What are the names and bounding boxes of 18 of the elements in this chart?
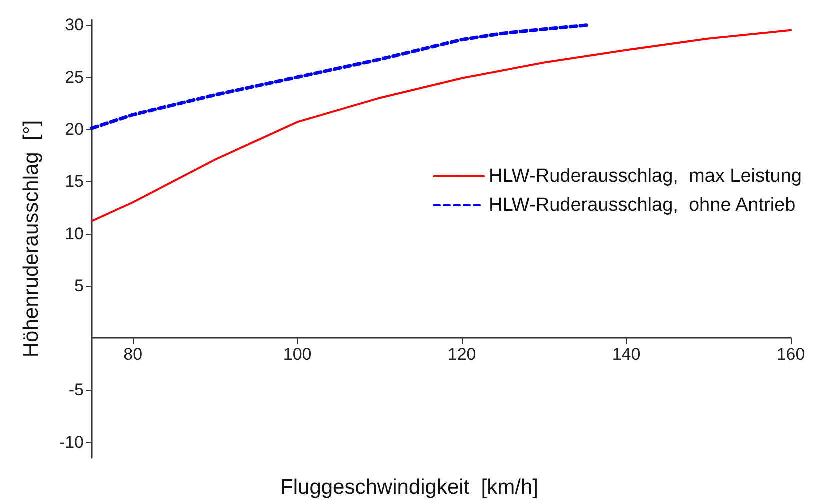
- x-tick-label: 100: [283, 345, 312, 364]
- line-series: [90, 23, 590, 130]
- legend-label: HLW-Ruderausschlag, ohne Antrieb: [489, 195, 796, 216]
- y-tick-label: 25: [65, 68, 84, 87]
- y-tick-label: 15: [65, 172, 84, 192]
- y-tick-label: -5: [68, 380, 84, 400]
- legend-label: HLW-Ruderausschlag, max Leistung: [489, 166, 802, 187]
- y-tick-label: 30: [65, 16, 84, 35]
- y-axis-title: Höhenruderausschlag [°]: [20, 120, 43, 358]
- x-tick-label: 140: [612, 345, 641, 364]
- x-tick-label: 80: [124, 345, 143, 364]
- y-tick-label: 5: [74, 276, 84, 296]
- x-tick-label: 120: [448, 345, 476, 364]
- y-tick-label: 20: [65, 120, 84, 139]
- x-axis-title: Fluggeschwindigkeit [km/h]: [280, 476, 538, 499]
- y-tick-label: -10: [59, 432, 84, 452]
- y-tick-label: 10: [65, 224, 84, 244]
- x-tick-label: 160: [776, 345, 806, 364]
